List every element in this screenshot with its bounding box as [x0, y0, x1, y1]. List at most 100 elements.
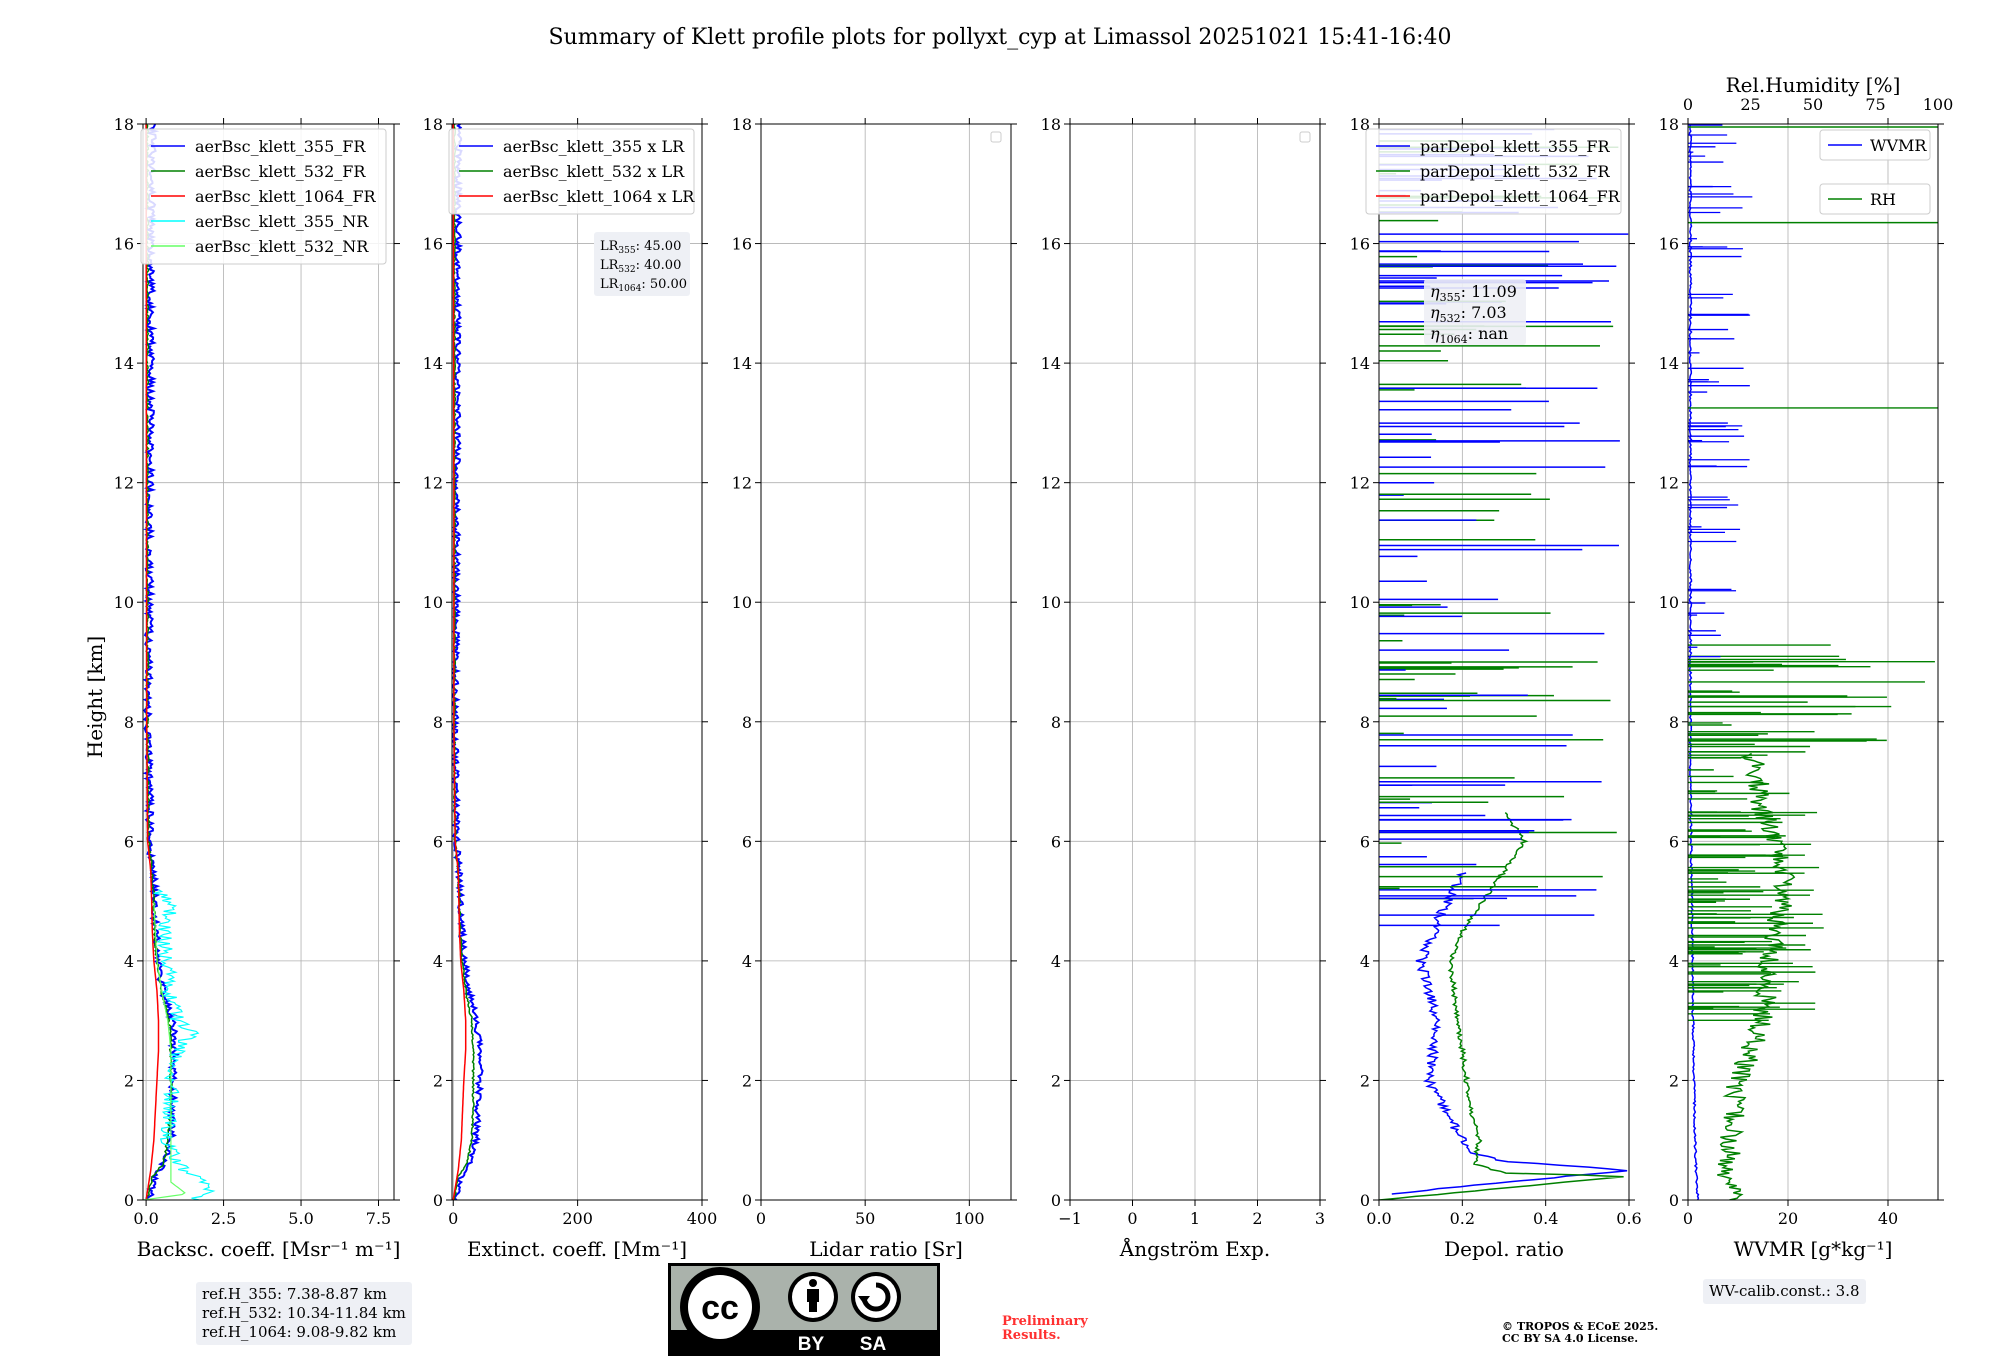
lr-wavelength: 532: [618, 265, 635, 275]
legend-entry: aerBsc_klett_532 x LR: [503, 162, 685, 181]
x-axis-label: WVMR [g*kg⁻¹]: [1734, 1237, 1893, 1261]
y-tick-label: 10: [1659, 593, 1679, 612]
x-tick-label: 5.0: [288, 1209, 313, 1228]
y-tick-label: 2: [742, 1071, 752, 1090]
y-tick-label: 0: [742, 1191, 752, 1210]
y-tick-label: 8: [1669, 713, 1679, 732]
y-tick-label: 12: [1659, 474, 1679, 493]
series-group: [1688, 124, 1938, 1200]
x-axis-label: Ångström Exp.: [1119, 1236, 1270, 1261]
legend-box: [140, 128, 387, 265]
series-line-aerBsc_klett_1064_FR: [145, 124, 160, 1200]
y-tick-label: 18: [1350, 115, 1370, 134]
y-tick-label: 14: [114, 354, 134, 373]
legend-entry: aerBsc_klett_355_FR: [195, 137, 366, 156]
share-alike-icon: [861, 1282, 891, 1312]
eta-value: : 11.09: [1461, 282, 1517, 301]
y-tick-label: 16: [423, 235, 443, 254]
y-tick-label: 4: [1669, 952, 1679, 971]
x-tick-label: 1: [1190, 1209, 1200, 1228]
panel-lidar_ratio: 0 50 100 0 2 4 6 8 10 12 14 16 18 Lidar ratio [Sr]: [732, 115, 1017, 1261]
legend-box: [448, 128, 695, 215]
eta-wavelength: 355: [1440, 291, 1461, 304]
y-tick-label: 4: [124, 952, 134, 971]
series-group: [452, 124, 485, 1200]
x-axis-label: Extinct. coeff. [Mm⁻¹]: [467, 1237, 687, 1261]
y-tick-label: 12: [1041, 474, 1061, 493]
y-tick-label: 10: [423, 593, 443, 612]
y-tick-label: 8: [1051, 713, 1061, 732]
y-tick-label: 4: [1051, 952, 1061, 971]
y-tick-label: 8: [742, 713, 752, 732]
lr-symbol: LR: [600, 239, 620, 254]
eta-annotation-row: η532: 7.03: [1430, 303, 1507, 325]
copyright-line-2: CC BY SA 4.0 License.: [1502, 1332, 1639, 1345]
y-tick-label: 12: [114, 474, 134, 493]
legend-box: [1819, 183, 1931, 215]
series-line-aerBsc_klett_1064 x LR: [452, 124, 467, 1200]
panel-backscatter: 0.0 2.5 5.0 7.5 0 2 4 6 8 10 12 14 16 18 Backsc. coeff…: [114, 115, 401, 1261]
x2-tick-label: 75: [1865, 95, 1885, 114]
x-tick-label: −1: [1058, 1209, 1082, 1228]
series-line-RH: [1717, 752, 1796, 1200]
y-tick-label: 4: [1360, 952, 1370, 971]
y-tick-label: 10: [1041, 593, 1061, 612]
preliminary-line-2: Results.: [1002, 1328, 1061, 1343]
empty-legend: [1299, 131, 1311, 143]
person-icon-head: [809, 1279, 817, 1287]
legend-box: [1819, 129, 1931, 161]
y-tick-label: 2: [1669, 1071, 1679, 1090]
y-tick-label: 2: [124, 1071, 134, 1090]
y-tick-label: 2: [433, 1071, 443, 1090]
y-tick-label: 8: [1360, 713, 1370, 732]
by-label: BY: [798, 1334, 825, 1355]
empty-legend: [990, 131, 1002, 143]
y-tick-label: 16: [1041, 235, 1061, 254]
y-tick-label: 0: [124, 1191, 134, 1210]
panel-depol: 0.0 0.2 0.4 0.6 0 2 4 6 8 10 12 14 16 18 Depol. ratio p…: [1350, 115, 1642, 1261]
ref-height-355: ref.H_355: 7.38-8.87 km: [202, 1285, 387, 1303]
y-tick-label: 18: [732, 115, 752, 134]
series-line-aerBsc_klett_355 x LR: [452, 124, 485, 1200]
y-tick-label: 0: [1360, 1191, 1370, 1210]
panel-frame: [451, 123, 703, 1201]
series-line-aerBsc_klett_355_NR: [153, 889, 216, 1200]
x-axis-label: Depol. ratio: [1444, 1237, 1564, 1261]
y-tick-label: 14: [1350, 354, 1370, 373]
x-tick-label: 100: [954, 1209, 985, 1228]
lr-wavelength: 355: [618, 246, 635, 256]
panel-wvmr: 0 20 40 0 2 4 6 8 10 12 14 16 18 WVMR [g*kg⁻¹] 0 25 50 75…: [1659, 73, 1954, 1261]
y-tick-label: 0: [1669, 1191, 1679, 1210]
y-tick-label: 6: [742, 832, 752, 851]
y-tick-label: 12: [423, 474, 443, 493]
legend-entry: parDepol_klett_1064_FR: [1420, 187, 1621, 206]
x-tick-label: 0.4: [1533, 1209, 1558, 1228]
y-tick-label: 8: [124, 713, 134, 732]
eta-wavelength: 532: [1440, 312, 1461, 325]
lr-annotation-box: [594, 232, 690, 296]
wv-calib-box: WV-calib.const.: 3.8: [1703, 1279, 1866, 1304]
x-tick-label: 7.5: [366, 1209, 391, 1228]
x-tick-label: 2.5: [211, 1209, 236, 1228]
eta-value: : nan: [1468, 324, 1509, 343]
copyright-line-1: © TROPOS & ECoE 2025.: [1502, 1320, 1659, 1333]
share-alike-arrow: [858, 1296, 870, 1304]
y-tick-label: 14: [732, 354, 752, 373]
y-tick-label: 0: [433, 1191, 443, 1210]
preliminary-line-1: Preliminary: [1002, 1314, 1088, 1329]
legend-entry: parDepol_klett_355_FR: [1420, 137, 1611, 156]
lr-value: : 45.00: [636, 239, 682, 254]
ref-height-1064: ref.H_1064: 9.08-9.82 km: [202, 1323, 397, 1341]
y-tick-label: 2: [1360, 1071, 1370, 1090]
y-tick-label: 6: [1051, 832, 1061, 851]
eta-symbol: η: [1430, 282, 1440, 301]
series-line-parDepol_klett_355_FR: [1391, 872, 1628, 1195]
x-tick-label: 2: [1252, 1209, 1262, 1228]
y-tick-label: 4: [433, 952, 443, 971]
cc-inner-circle: [688, 1275, 752, 1339]
x-tick-label: 0: [1683, 1209, 1693, 1228]
panel-frame: [1378, 123, 1630, 1201]
series-line-aerBsc_klett_355_FR: [143, 124, 180, 1200]
y-tick-label: 10: [1350, 593, 1370, 612]
